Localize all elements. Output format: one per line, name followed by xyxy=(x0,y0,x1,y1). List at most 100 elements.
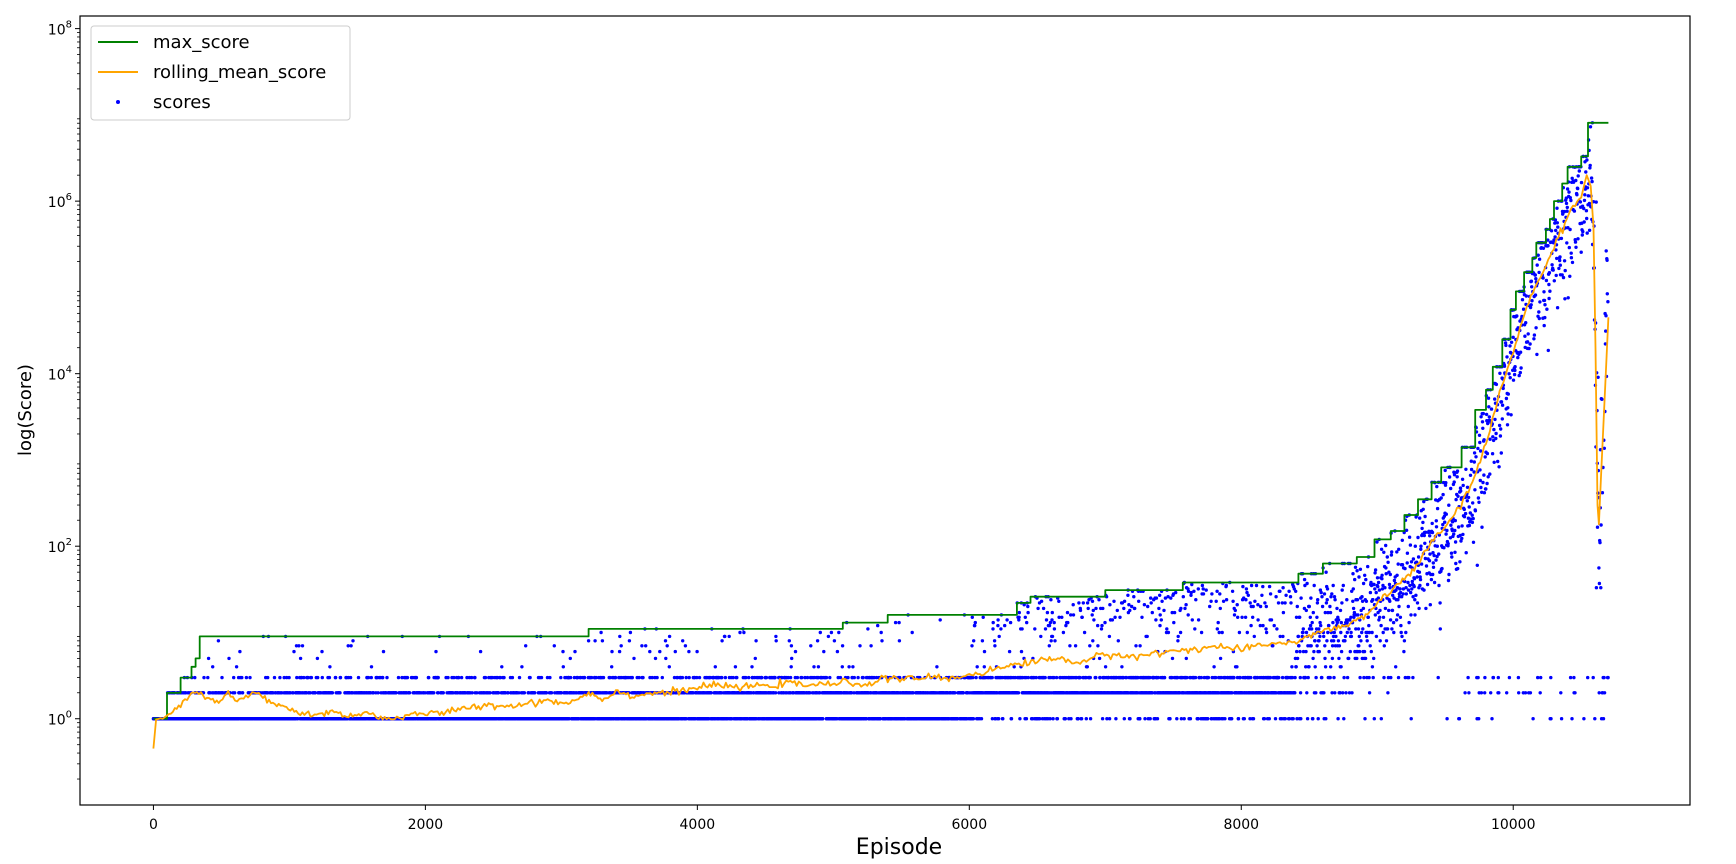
score-point xyxy=(1478,449,1483,453)
score-point xyxy=(1060,615,1064,619)
score-point xyxy=(1049,598,1053,602)
score-point xyxy=(1445,717,1449,721)
score-point xyxy=(826,634,831,639)
score-point xyxy=(1159,618,1164,622)
score-point xyxy=(1465,499,1470,503)
score-point xyxy=(644,644,648,648)
score-point xyxy=(1176,634,1180,639)
score-point xyxy=(1376,584,1380,589)
score-point xyxy=(1406,580,1410,585)
score-point xyxy=(897,639,902,643)
score-point xyxy=(1048,717,1052,721)
score-point xyxy=(1378,615,1382,619)
score-point xyxy=(1122,717,1127,721)
score-point xyxy=(1349,615,1353,619)
score-point xyxy=(1244,598,1248,602)
score-point xyxy=(1373,613,1378,617)
score-point xyxy=(1437,552,1441,556)
score-point xyxy=(1449,523,1453,527)
score-point xyxy=(1077,601,1081,605)
score-point xyxy=(1283,601,1287,605)
score-point xyxy=(1398,587,1402,591)
score-point xyxy=(1050,618,1054,622)
score-point xyxy=(1172,610,1177,615)
score-point xyxy=(1494,382,1499,387)
score-point xyxy=(1110,618,1115,622)
score-point xyxy=(369,665,374,669)
score-point xyxy=(434,649,438,654)
score-point xyxy=(1421,520,1425,525)
score-point xyxy=(1149,596,1153,600)
score-point xyxy=(1277,675,1281,680)
score-point xyxy=(1491,675,1496,680)
score-point xyxy=(552,644,556,648)
score-point xyxy=(1386,691,1390,695)
score-point xyxy=(815,639,820,643)
score-point xyxy=(1076,717,1080,721)
score-point xyxy=(1315,601,1320,605)
score-point xyxy=(396,675,401,680)
score-point xyxy=(788,675,793,680)
score-point xyxy=(1088,675,1093,680)
score-point xyxy=(1476,675,1480,680)
score-point xyxy=(295,675,299,680)
score-point xyxy=(1182,717,1186,721)
score-point xyxy=(232,675,236,680)
score-point xyxy=(1334,634,1338,639)
score-point xyxy=(1114,717,1118,721)
score-point xyxy=(851,665,855,669)
score-point xyxy=(1165,627,1169,631)
score-point xyxy=(1235,665,1239,669)
score-point xyxy=(1020,627,1024,631)
score-point xyxy=(1043,627,1048,631)
score-point xyxy=(1347,627,1351,631)
score-point xyxy=(1057,599,1061,603)
score-point xyxy=(1308,615,1313,619)
score-point xyxy=(1019,649,1024,654)
score-point xyxy=(1263,601,1267,605)
score-point xyxy=(1389,553,1394,557)
score-point xyxy=(1487,415,1492,419)
score-point xyxy=(822,649,826,654)
score-point xyxy=(1409,717,1413,721)
score-point xyxy=(1509,413,1513,417)
score-point xyxy=(1410,579,1415,584)
score-point xyxy=(1240,615,1244,619)
score-point xyxy=(1218,656,1223,661)
score-point xyxy=(805,675,810,680)
score-point xyxy=(548,675,552,680)
score-point xyxy=(1293,691,1297,695)
score-point xyxy=(1099,627,1104,631)
score-point xyxy=(1485,451,1490,456)
score-point xyxy=(982,665,986,669)
score-point xyxy=(1218,592,1222,596)
score-point xyxy=(330,691,335,695)
score-point xyxy=(1100,717,1105,721)
score-point xyxy=(1453,528,1457,533)
score-point xyxy=(1218,606,1223,611)
score-point xyxy=(1096,644,1100,648)
score-point xyxy=(1368,644,1372,648)
score-point xyxy=(1435,484,1439,489)
score-point xyxy=(1388,618,1393,622)
score-point xyxy=(1438,601,1442,605)
score-point xyxy=(1506,412,1510,416)
score-point xyxy=(1158,623,1162,628)
score-point xyxy=(1322,592,1327,596)
score-point xyxy=(1341,583,1346,588)
score-point xyxy=(1434,519,1439,523)
score-point xyxy=(953,691,957,695)
score-point xyxy=(789,644,794,648)
score-point xyxy=(838,675,843,680)
score-point xyxy=(1245,630,1250,635)
score-point xyxy=(1200,583,1205,588)
score-point xyxy=(1254,583,1259,588)
score-point xyxy=(500,665,504,669)
score-point xyxy=(1094,675,1098,680)
score-point xyxy=(1306,675,1310,680)
score-point xyxy=(1399,623,1403,628)
score-point xyxy=(441,691,445,695)
score-point xyxy=(1394,665,1398,669)
score-point xyxy=(1261,584,1265,589)
score-point xyxy=(1504,396,1509,401)
